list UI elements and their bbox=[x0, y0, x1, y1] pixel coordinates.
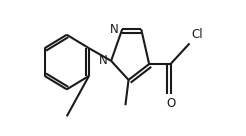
Text: N: N bbox=[98, 54, 107, 67]
Text: N: N bbox=[109, 23, 118, 36]
Text: Cl: Cl bbox=[191, 28, 203, 41]
Text: O: O bbox=[166, 97, 175, 109]
